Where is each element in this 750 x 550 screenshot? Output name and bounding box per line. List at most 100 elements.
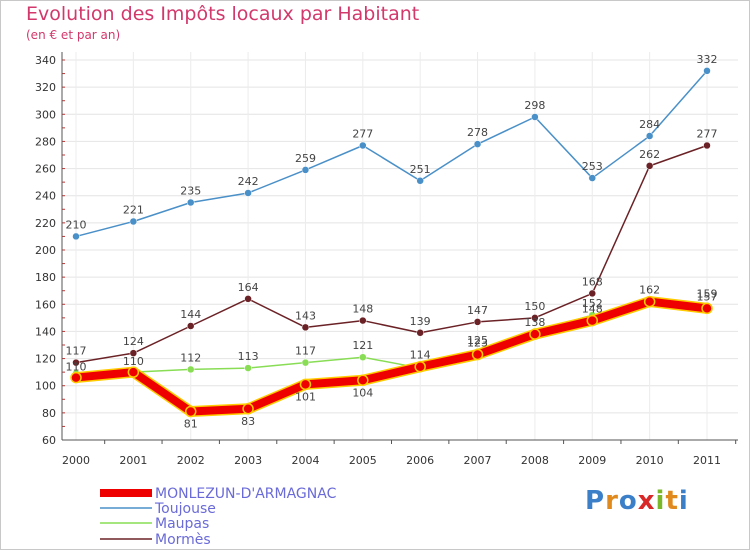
data-label: 110 <box>66 361 87 374</box>
data-point <box>244 295 252 303</box>
data-label: 139 <box>410 315 431 328</box>
data-label: 157 <box>697 290 718 303</box>
data-label: 259 <box>295 152 316 165</box>
y-tick-label: 140 <box>35 325 56 338</box>
data-label: 150 <box>524 300 545 313</box>
data-point <box>301 323 310 332</box>
data-point <box>529 328 541 340</box>
data-point <box>299 378 312 391</box>
data-label: 104 <box>352 386 373 399</box>
data-label: 112 <box>180 351 201 364</box>
data-label: 253 <box>582 160 603 173</box>
x-tick-label: 2003 <box>234 454 262 467</box>
data-point <box>127 366 140 378</box>
x-tick-label: 2007 <box>464 454 492 467</box>
data-label: 117 <box>66 345 87 358</box>
data-point <box>473 318 482 326</box>
data-point <box>244 189 252 197</box>
data-point <box>70 371 82 384</box>
data-label: 144 <box>180 308 201 321</box>
chart-title: Evolution des Impôts locaux par Habitant <box>26 3 420 25</box>
data-label: 123 <box>467 337 488 350</box>
y-tick-label: 120 <box>35 353 56 366</box>
logo-letter: o <box>618 486 638 516</box>
data-label: 83 <box>241 415 255 428</box>
data-label: 147 <box>467 304 488 317</box>
chart-subtitle: (en € et par an) <box>26 28 121 42</box>
data-label: 210 <box>66 218 87 231</box>
y-tick-label: 220 <box>35 217 56 230</box>
x-tick-label: 2009 <box>578 454 606 467</box>
logo-letter: r <box>605 486 619 516</box>
data-point <box>643 295 656 308</box>
data-label: 284 <box>639 118 660 131</box>
data-label: 332 <box>697 53 718 66</box>
x-tick-label: 2008 <box>521 454 549 467</box>
logo-letter: P <box>585 486 606 516</box>
data-point <box>645 162 654 170</box>
logo-letter: i <box>655 486 666 516</box>
data-label: 235 <box>180 185 201 198</box>
data-point <box>186 322 195 330</box>
data-point <box>414 360 426 373</box>
logo-letter: i <box>678 486 689 516</box>
data-point <box>242 403 254 415</box>
y-tick-label: 320 <box>35 81 56 94</box>
y-tick-label: 200 <box>35 244 56 257</box>
data-point <box>586 314 599 327</box>
data-label: 152 <box>582 297 603 310</box>
data-point <box>701 302 713 315</box>
x-tick-label: 2002 <box>177 454 205 467</box>
y-tick-label: 180 <box>35 271 56 284</box>
logo-letter: x <box>637 486 656 516</box>
x-tick-label: 2010 <box>636 454 664 467</box>
data-label: 168 <box>582 275 603 288</box>
data-point <box>473 140 482 148</box>
data-label: 138 <box>524 316 545 329</box>
x-tick-label: 2011 <box>693 454 721 467</box>
data-label: 117 <box>295 345 316 358</box>
data-label: 114 <box>410 349 431 362</box>
data-point <box>72 358 80 367</box>
data-label: 81 <box>184 418 198 431</box>
data-point <box>531 314 539 322</box>
legend-label: MONLEZUN-D'ARMAGNAC <box>155 486 337 502</box>
data-point <box>186 198 195 207</box>
data-label: 251 <box>410 163 431 176</box>
legend-label: Mormès <box>155 532 211 548</box>
data-point <box>359 141 367 150</box>
data-point <box>703 67 711 75</box>
y-tick-label: 100 <box>35 380 56 393</box>
data-label: 143 <box>295 309 316 322</box>
legend-label: Maupas <box>155 516 209 532</box>
data-point <box>416 329 424 337</box>
series-line <box>75 70 708 238</box>
data-label: 124 <box>123 335 144 348</box>
data-point <box>588 289 597 298</box>
data-label: 162 <box>639 284 660 297</box>
data-point <box>416 177 424 185</box>
data-label: 164 <box>238 281 259 294</box>
data-point <box>72 232 80 241</box>
data-point <box>588 174 597 182</box>
data-point <box>359 316 367 325</box>
data-label: 278 <box>467 126 488 139</box>
data-label: 262 <box>639 148 660 161</box>
data-point <box>301 166 310 174</box>
data-label: 159 <box>697 288 718 301</box>
data-point <box>359 353 367 361</box>
data-label: 148 <box>352 303 373 316</box>
data-point <box>703 141 711 150</box>
data-label: 125 <box>467 334 488 347</box>
y-tick-label: 260 <box>35 163 56 176</box>
data-label: 298 <box>524 99 545 112</box>
data-point <box>129 349 138 357</box>
proxiti-logo: Proxiti <box>585 486 689 516</box>
data-point <box>645 132 654 140</box>
data-label: 277 <box>352 128 373 141</box>
y-tick-label: 80 <box>42 407 56 420</box>
data-label: 148 <box>582 303 603 316</box>
data-label: 101 <box>295 390 316 403</box>
y-tick-label: 160 <box>35 298 56 311</box>
data-point <box>186 365 195 374</box>
